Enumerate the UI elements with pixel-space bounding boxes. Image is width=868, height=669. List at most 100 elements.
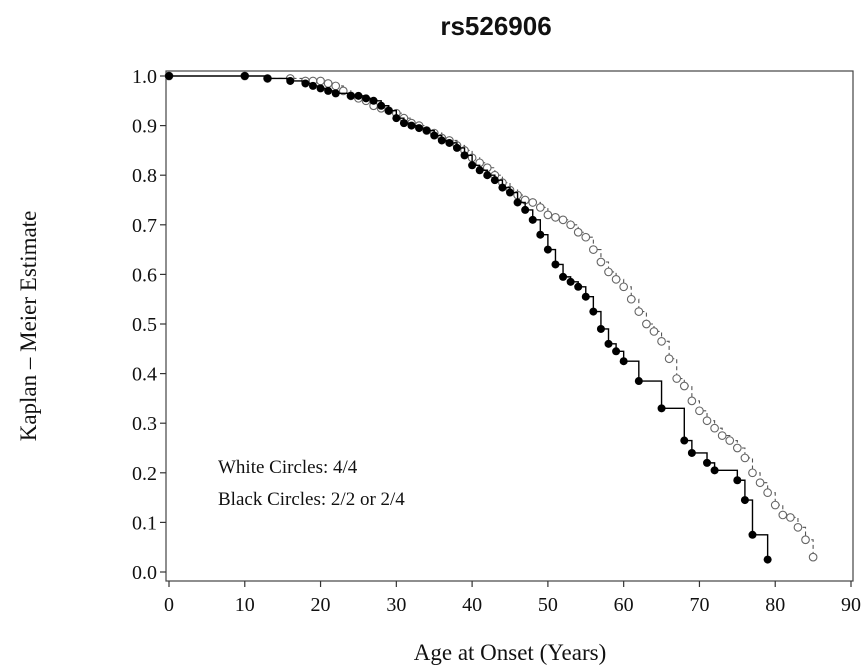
y-tick-label: 0.8: [132, 165, 157, 187]
white-circle-point: [770, 500, 780, 510]
black-circle-point: [392, 114, 401, 123]
black-circle-point: [263, 74, 272, 83]
black-circle-point: [710, 466, 719, 475]
white-circle-point: [589, 245, 598, 254]
y-tick-label: 0.6: [132, 264, 157, 286]
black-circle-point: [680, 436, 689, 445]
black-circle-point: [581, 292, 590, 301]
black-circle-point: [763, 555, 772, 564]
black-circle-point: [703, 458, 712, 467]
white-circle-point: [649, 327, 659, 336]
black-circle-point: [596, 324, 605, 333]
black-circle-point: [748, 530, 757, 539]
x-tick-label: 70: [689, 594, 709, 616]
black-circle-point: [551, 260, 560, 269]
white-circle-point: [664, 354, 674, 364]
black-circle-point: [445, 138, 454, 147]
black-circle-point: [657, 404, 666, 413]
white-circles-line: [169, 75, 814, 558]
white-circle-point: [672, 374, 682, 383]
white-circle-point: [679, 381, 689, 391]
y-tick-label: 1.0: [132, 66, 157, 88]
white-circle-point: [596, 257, 606, 267]
black-circle-point: [619, 357, 628, 366]
black-circle-point: [566, 277, 575, 286]
y-tick-label: 0.7: [132, 215, 157, 237]
plot-frame: [165, 70, 854, 582]
white-circle-point: [558, 215, 568, 225]
x-tick-label: 90: [841, 594, 861, 616]
x-tick-label: 40: [462, 594, 482, 616]
black-circle-point: [460, 151, 469, 160]
black-circle-point: [316, 84, 325, 93]
x-tick-label: 10: [235, 594, 255, 616]
annotation-black-circles: Black Circles: 2/2 or 2/4: [218, 489, 405, 510]
chart-title: rs526906: [440, 11, 551, 41]
x-tick-label: 60: [614, 594, 634, 616]
white-circle-point: [642, 319, 651, 329]
white-circle-point: [619, 282, 629, 292]
black-circle-point: [407, 121, 416, 130]
y-tick-label: 0.1: [132, 512, 157, 534]
black-circle-point: [574, 282, 583, 291]
x-tick-label: 50: [538, 594, 558, 616]
black-circle-point: [513, 198, 522, 207]
x-tick-label: 80: [765, 594, 785, 616]
black-circle-point: [740, 496, 749, 505]
black-circle-point: [559, 272, 568, 281]
white-circle-point: [573, 227, 583, 237]
white-circle-point: [657, 337, 666, 346]
x-tick-label: 20: [311, 594, 331, 616]
black-circle-point: [543, 245, 552, 254]
black-circle-point: [452, 143, 461, 152]
black-circle-point: [536, 230, 545, 239]
white-circle-point: [566, 220, 575, 230]
white-circle-point: [634, 307, 644, 316]
y-tick-label: 0.5: [132, 314, 157, 336]
white-circle-point: [763, 488, 772, 497]
white-circle-point: [732, 443, 742, 453]
black-circle-point: [475, 166, 484, 175]
white-circle-point: [801, 535, 810, 545]
black-circle-point: [354, 91, 363, 100]
white-circle-point: [316, 76, 325, 86]
black-circle-point: [733, 476, 742, 485]
white-circle-point: [535, 203, 545, 212]
white-circle-point: [793, 523, 803, 532]
white-circle-point: [331, 81, 341, 91]
black-circle-point: [331, 89, 340, 98]
white-circle-point: [755, 478, 765, 488]
black-circle-point: [301, 79, 310, 88]
white-circle-point: [808, 552, 818, 562]
black-circle-point: [399, 119, 408, 128]
black-circle-point: [384, 106, 393, 115]
black-circle-point: [490, 176, 499, 185]
y-axis-label: Kaplan – Meier Estimate: [16, 211, 41, 442]
black-circle-point: [286, 76, 295, 85]
white-circle-point: [717, 431, 727, 440]
x-tick-label: 0: [164, 594, 174, 616]
black-circle-point: [634, 377, 643, 386]
white-circle-point: [551, 213, 560, 222]
y-tick-label: 0.2: [132, 463, 157, 485]
black-circle-point: [521, 205, 530, 214]
black-circle-point: [377, 101, 386, 110]
white-circle-point: [786, 513, 795, 522]
white-circle-point: [528, 198, 538, 207]
series-layer: [164, 71, 818, 564]
black-circle-point: [604, 339, 613, 348]
black-circle-point: [430, 131, 439, 140]
white-circle-point: [740, 453, 750, 463]
black-circle-point: [362, 94, 371, 103]
white-circle-point: [695, 406, 704, 416]
black-circle-point: [612, 347, 621, 356]
x-tick-label: 30: [386, 594, 406, 616]
white-circle-point: [611, 275, 621, 284]
black-circle-point: [308, 81, 317, 90]
white-circle-point: [702, 416, 712, 426]
y-tick-label: 0.3: [132, 413, 157, 435]
white-circle-point: [626, 294, 636, 304]
white-circle-point: [748, 468, 757, 478]
black-circle-point: [589, 307, 598, 316]
